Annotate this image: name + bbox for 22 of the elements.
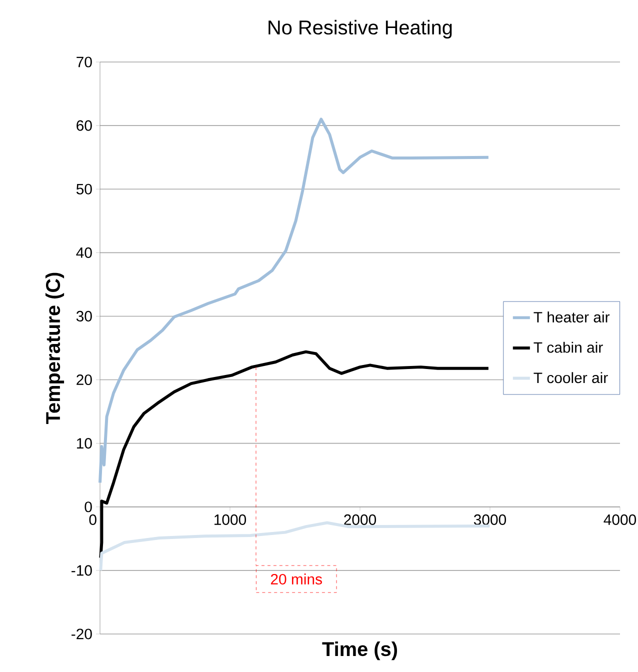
legend-label: T cabin air: [534, 342, 603, 353]
annotation: 20 mins: [270, 574, 322, 585]
y-tick-label: 60: [76, 120, 92, 131]
x-tick-label: 1000: [214, 514, 246, 525]
chart-title: No Resistive Heating: [268, 20, 452, 39]
y-tick-label: -20: [72, 628, 92, 640]
y-tick-label: 50: [76, 184, 92, 194]
legend-label: T cooler air: [534, 372, 608, 384]
y-tick-label: 0: [84, 502, 92, 512]
y-tick-label: -10: [72, 565, 92, 576]
y-tick-label: 10: [76, 438, 92, 449]
legend-label: T heater air: [534, 312, 610, 322]
x-tick-label: 2000: [344, 514, 376, 525]
y-tick-label: 30: [76, 310, 92, 322]
y-tick-label: 70: [76, 56, 92, 68]
x-tick-label: 4000: [604, 514, 636, 525]
y-tick-label: 40: [76, 247, 92, 258]
x-tick-label: 3000: [474, 514, 506, 525]
y-tick-label: 20: [76, 374, 92, 386]
y-axis-title: Temperature (C): [45, 272, 64, 424]
x-axis-title: Time (s): [322, 642, 397, 660]
line-series: [98, 118, 490, 484]
